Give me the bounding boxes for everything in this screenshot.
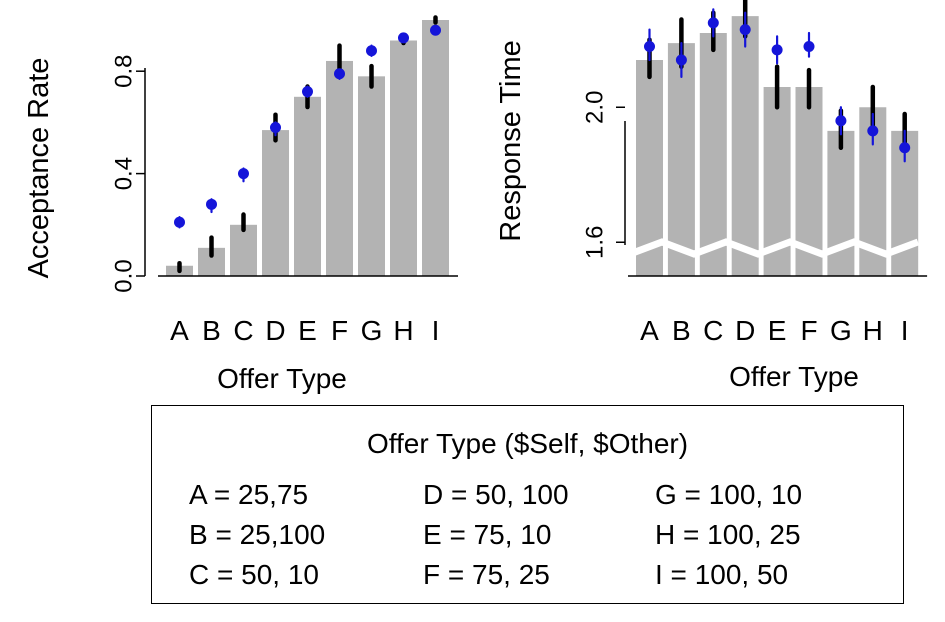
bar-g	[358, 76, 385, 276]
legend-title: Offer Type ($Self, $Other)	[366, 428, 689, 459]
legend-item-c: C = 50, 10	[189, 559, 319, 590]
bar-i	[422, 20, 449, 276]
y-tick-label-1: 0.4	[111, 157, 138, 190]
point-s2-b	[206, 198, 217, 210]
point-s2-h	[867, 125, 879, 137]
chart-panel-1: 0.0 0.4 0.8 A B C D E F G H I Acceptance Rate Offer T…	[23, 15, 458, 394]
bar-g	[827, 130, 855, 276]
bar-d	[731, 16, 759, 276]
x-tick-label-g: G	[830, 315, 852, 346]
bar-f	[326, 60, 353, 277]
x-tick-label-i: I	[901, 315, 909, 346]
bar-h	[390, 40, 417, 277]
x-tick-label-b: B	[202, 315, 221, 346]
bar-e	[294, 96, 321, 276]
point-s2-h	[398, 32, 409, 44]
legend-item-h: H = 100, 25	[655, 519, 801, 550]
point-s2-c	[238, 168, 249, 180]
point-s2-e	[771, 44, 783, 56]
y-tick-label-1: 2.0	[582, 91, 609, 124]
x-axis-label: Offer Type	[217, 363, 347, 394]
legend-item-f: F = 75, 25	[423, 559, 550, 590]
legend-item-d: D = 50, 100	[423, 479, 569, 510]
y-tick-label-0: 0.0	[111, 259, 138, 292]
x-tick-label-d: D	[265, 315, 285, 346]
legend-item-g: G = 100, 10	[655, 479, 803, 510]
x-tick-label-g: G	[361, 315, 383, 346]
point-s2-e	[302, 86, 313, 98]
point-s2-b	[675, 54, 687, 66]
point-s2-g	[366, 45, 377, 57]
y-tick-label-2: 0.8	[111, 55, 138, 88]
x-tick-label-a: A	[170, 315, 189, 346]
chart-panel-2: 1.6 2.0 A B C D E F G H I Response Time Offer Type	[495, 0, 928, 392]
bar-c	[230, 224, 257, 276]
legend-item-b: B = 25,100	[189, 519, 326, 550]
legend-item-a: A = 25,75	[189, 479, 309, 510]
x-tick-label-h: H	[393, 315, 413, 346]
bar-c	[699, 33, 727, 276]
bar-b	[667, 43, 695, 276]
offer-type-legend: Offer Type ($Self, $Other) A = 25,75 B =…	[151, 405, 904, 604]
x-tick-label-f: F	[800, 315, 817, 346]
y-tick-label-0: 1.6	[582, 226, 609, 259]
point-s2-a	[174, 216, 185, 228]
y-axis-label: Acceptance Rate	[23, 58, 55, 279]
y-axis-label: Response Time	[495, 40, 527, 242]
legend-item-e: E = 75, 10	[423, 519, 552, 550]
axis-break-mark	[628, 238, 920, 258]
point-s2-d	[739, 24, 751, 36]
x-tick-label-a: A	[640, 315, 659, 346]
x-tick-label-i: I	[432, 315, 440, 346]
x-tick-label-f: F	[331, 315, 348, 346]
x-tick-label-e: E	[768, 315, 787, 346]
point-s2-f	[334, 68, 345, 80]
x-tick-label-h: H	[863, 315, 883, 346]
x-tick-label-b: B	[672, 315, 691, 346]
x-tick-label-d: D	[735, 315, 755, 346]
bar-d	[262, 130, 289, 276]
point-s2-c	[707, 17, 719, 29]
x-tick-label-c: C	[233, 315, 253, 346]
x-tick-label-e: E	[298, 315, 317, 346]
point-s2-d	[270, 122, 281, 134]
x-tick-label-c: C	[703, 315, 723, 346]
x-axis-label: Offer Type	[729, 361, 859, 392]
point-s2-f	[803, 41, 815, 52]
point-s2-g	[835, 115, 847, 127]
point-s2-i	[430, 24, 441, 36]
point-s2-i	[899, 142, 911, 154]
legend-item-i: I = 100, 50	[655, 559, 789, 590]
point-s2-a	[644, 41, 655, 52]
